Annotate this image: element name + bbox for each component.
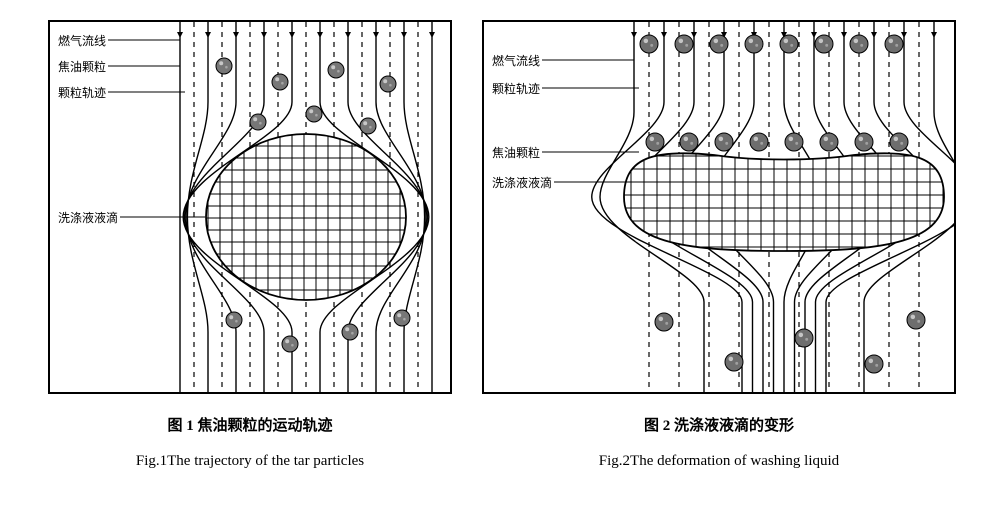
figure-2-caption-en: Fig.2The deformation of washing liquid xyxy=(599,453,839,470)
figure-1-diagram: 燃气流线焦油颗粒颗粒轨迹洗涤液液滴 xyxy=(48,20,452,394)
legend-label: 焦油颗粒 xyxy=(492,144,540,161)
figure-2-svg xyxy=(484,22,954,392)
figure-1-caption-en: Fig.1The trajectory of the tar particles xyxy=(136,453,364,470)
legend-label: 洗涤液液滴 xyxy=(58,209,118,226)
legend-label: 颗粒轨迹 xyxy=(492,80,540,97)
figure-1-panel: 燃气流线焦油颗粒颗粒轨迹洗涤液液滴 图 1 焦油颗粒的运动轨迹 Fig.1The… xyxy=(48,20,452,470)
figure-2-caption-cn: 图 2 洗涤液液滴的变形 xyxy=(644,414,794,435)
legend-label: 燃气流线 xyxy=(492,52,540,69)
figures-container: 燃气流线焦油颗粒颗粒轨迹洗涤液液滴 图 1 焦油颗粒的运动轨迹 Fig.1The… xyxy=(20,20,984,470)
figure-1-svg xyxy=(50,22,450,392)
legend-label: 颗粒轨迹 xyxy=(58,84,106,101)
figure-2-panel: 燃气流线颗粒轨迹焦油颗粒洗涤液液滴 图 2 洗涤液液滴的变形 Fig.2The … xyxy=(482,20,956,470)
figure-1-caption-cn: 图 1 焦油颗粒的运动轨迹 xyxy=(167,414,332,435)
figure-2-diagram: 燃气流线颗粒轨迹焦油颗粒洗涤液液滴 xyxy=(482,20,956,394)
legend-label: 焦油颗粒 xyxy=(58,58,106,75)
legend-label: 洗涤液液滴 xyxy=(492,174,552,191)
legend-label: 燃气流线 xyxy=(58,32,106,49)
